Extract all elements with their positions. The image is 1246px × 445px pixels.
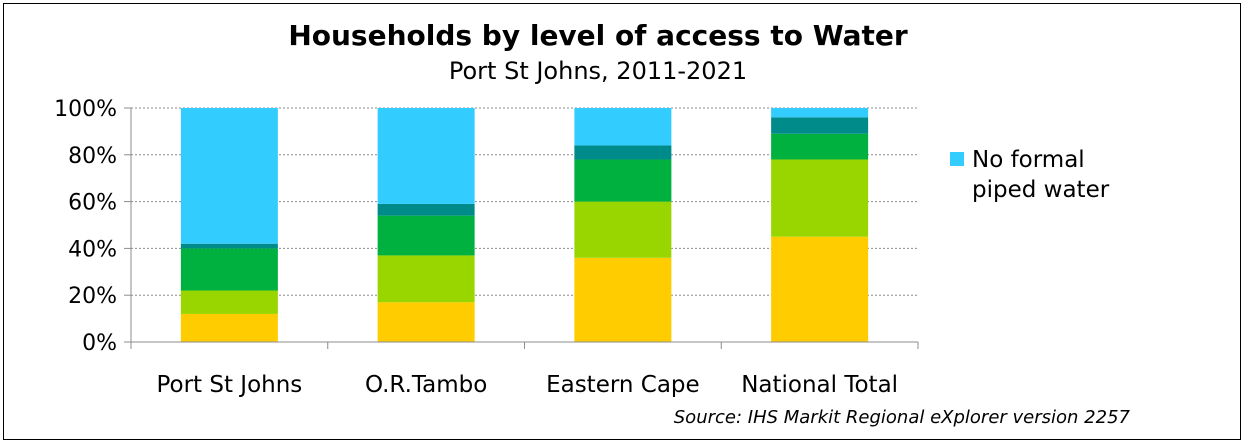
bar-segment [377, 255, 475, 303]
y-tick-label: 80% [68, 144, 117, 169]
x-category-label: National Total [741, 372, 898, 398]
source-note: Source: IHS Markit Regional eXplorer ver… [674, 407, 1131, 428]
bar-segment [377, 215, 475, 256]
bar-segment [180, 248, 278, 291]
bar-segment [377, 108, 475, 204]
y-tick-label: 100% [54, 97, 117, 122]
bar-segment [180, 290, 278, 314]
legend-label: piped water [972, 177, 1110, 203]
x-category-label: Eastern Cape [546, 372, 700, 398]
legend-label: No formal [972, 147, 1085, 173]
bar-segment [377, 302, 475, 342]
y-tick-label: 40% [68, 237, 117, 262]
bar-segment [574, 145, 672, 160]
bar-segment [574, 159, 672, 202]
axes [124, 107, 919, 349]
chart-canvas: Households by level of access to Water P… [54, 19, 1131, 428]
y-tick-label: 60% [68, 191, 117, 216]
x-category-label: O.R.Tambo [365, 372, 487, 398]
x-category-label: Port St Johns [156, 372, 302, 398]
bar-segment [377, 203, 475, 216]
chart-title: Households by level of access to Water [288, 19, 908, 52]
bar-segment [180, 243, 278, 249]
bar-segment [574, 108, 672, 146]
y-tick-labels: 0% 20% 40% 60% 80% 100% [54, 97, 117, 356]
bars [180, 108, 869, 342]
legend-swatch [950, 152, 964, 166]
x-category-labels: Port St Johns O.R.Tambo Eastern Cape Nation… [156, 372, 898, 398]
bar-segment [180, 313, 278, 342]
chart-subtitle: Port St Johns, 2011-2021 [449, 57, 747, 85]
bar-segment [771, 133, 869, 160]
bar-segment [771, 159, 869, 237]
bar-segment [180, 108, 278, 244]
y-tick-label: 20% [68, 284, 117, 309]
bar-segment [574, 201, 672, 258]
bar-segment [771, 117, 869, 134]
y-tick-label: 0% [82, 331, 117, 356]
bar-segment [574, 257, 672, 342]
legend: No formal piped water [950, 147, 1110, 203]
grid-lines [131, 107, 918, 296]
chart-frame: Households by level of access to Water P… [3, 3, 1241, 440]
bar-segment [771, 236, 869, 342]
bar-segment [771, 108, 869, 118]
